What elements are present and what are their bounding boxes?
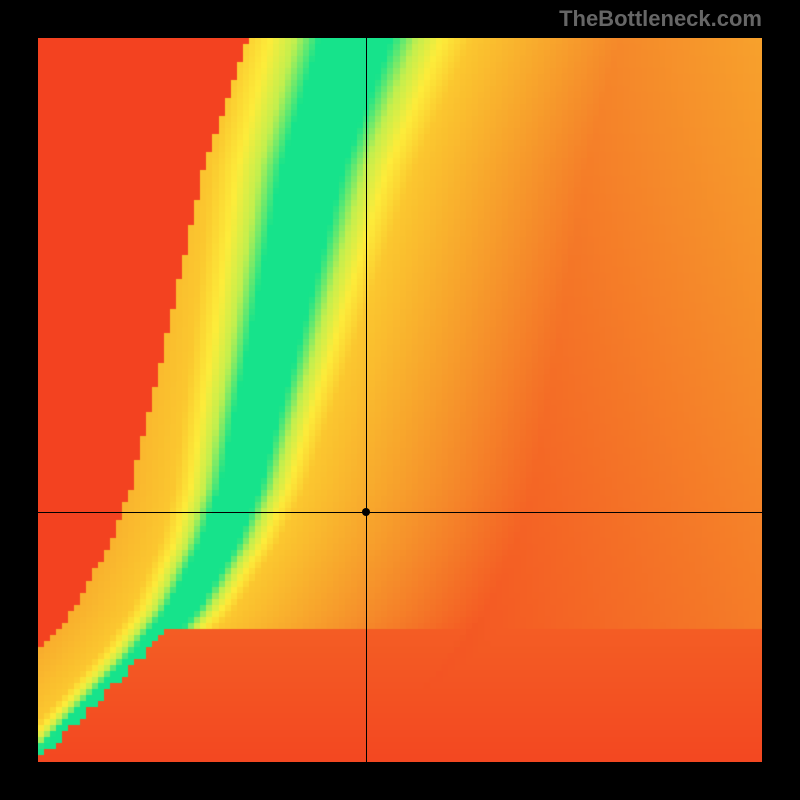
- watermark-text: TheBottleneck.com: [559, 6, 762, 32]
- crosshair-horizontal: [38, 512, 762, 513]
- plot-area: [38, 38, 762, 762]
- crosshair-marker-dot: [362, 508, 370, 516]
- heatmap-canvas: [38, 38, 762, 762]
- crosshair-vertical: [366, 38, 367, 762]
